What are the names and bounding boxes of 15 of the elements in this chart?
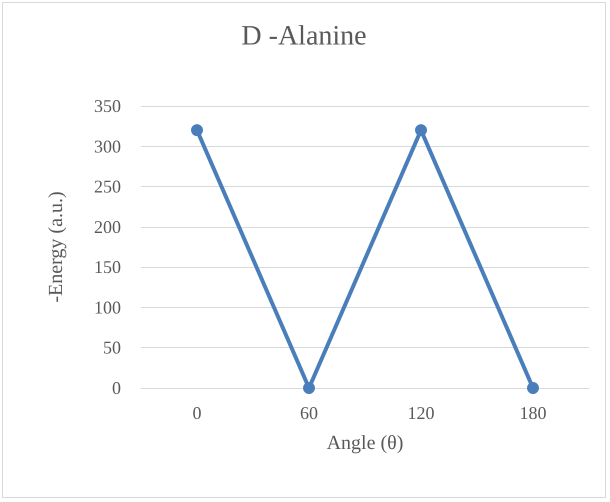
chart-title: D -Alanine bbox=[241, 20, 367, 52]
x-tick-label: 60 bbox=[300, 403, 318, 423]
y-tick-label: 250 bbox=[94, 176, 121, 197]
x-tick-label: 0 bbox=[192, 403, 202, 423]
y-tick-label: 300 bbox=[94, 136, 121, 156]
y-tick-label: 50 bbox=[103, 338, 121, 358]
x-tick-label: 180 bbox=[520, 403, 546, 423]
y-tick-label: 0 bbox=[112, 378, 121, 398]
x-tick-label: 120 bbox=[408, 403, 434, 423]
x-axis-title: Angle (θ) bbox=[326, 432, 404, 454]
y-tick-label: 100 bbox=[94, 297, 121, 318]
y-axis-title: -Energy (a.u.) bbox=[45, 191, 67, 303]
y-tick-label: 150 bbox=[94, 257, 121, 278]
y-tick-label: 200 bbox=[94, 216, 121, 237]
y-tick-label: 350 bbox=[94, 96, 121, 116]
